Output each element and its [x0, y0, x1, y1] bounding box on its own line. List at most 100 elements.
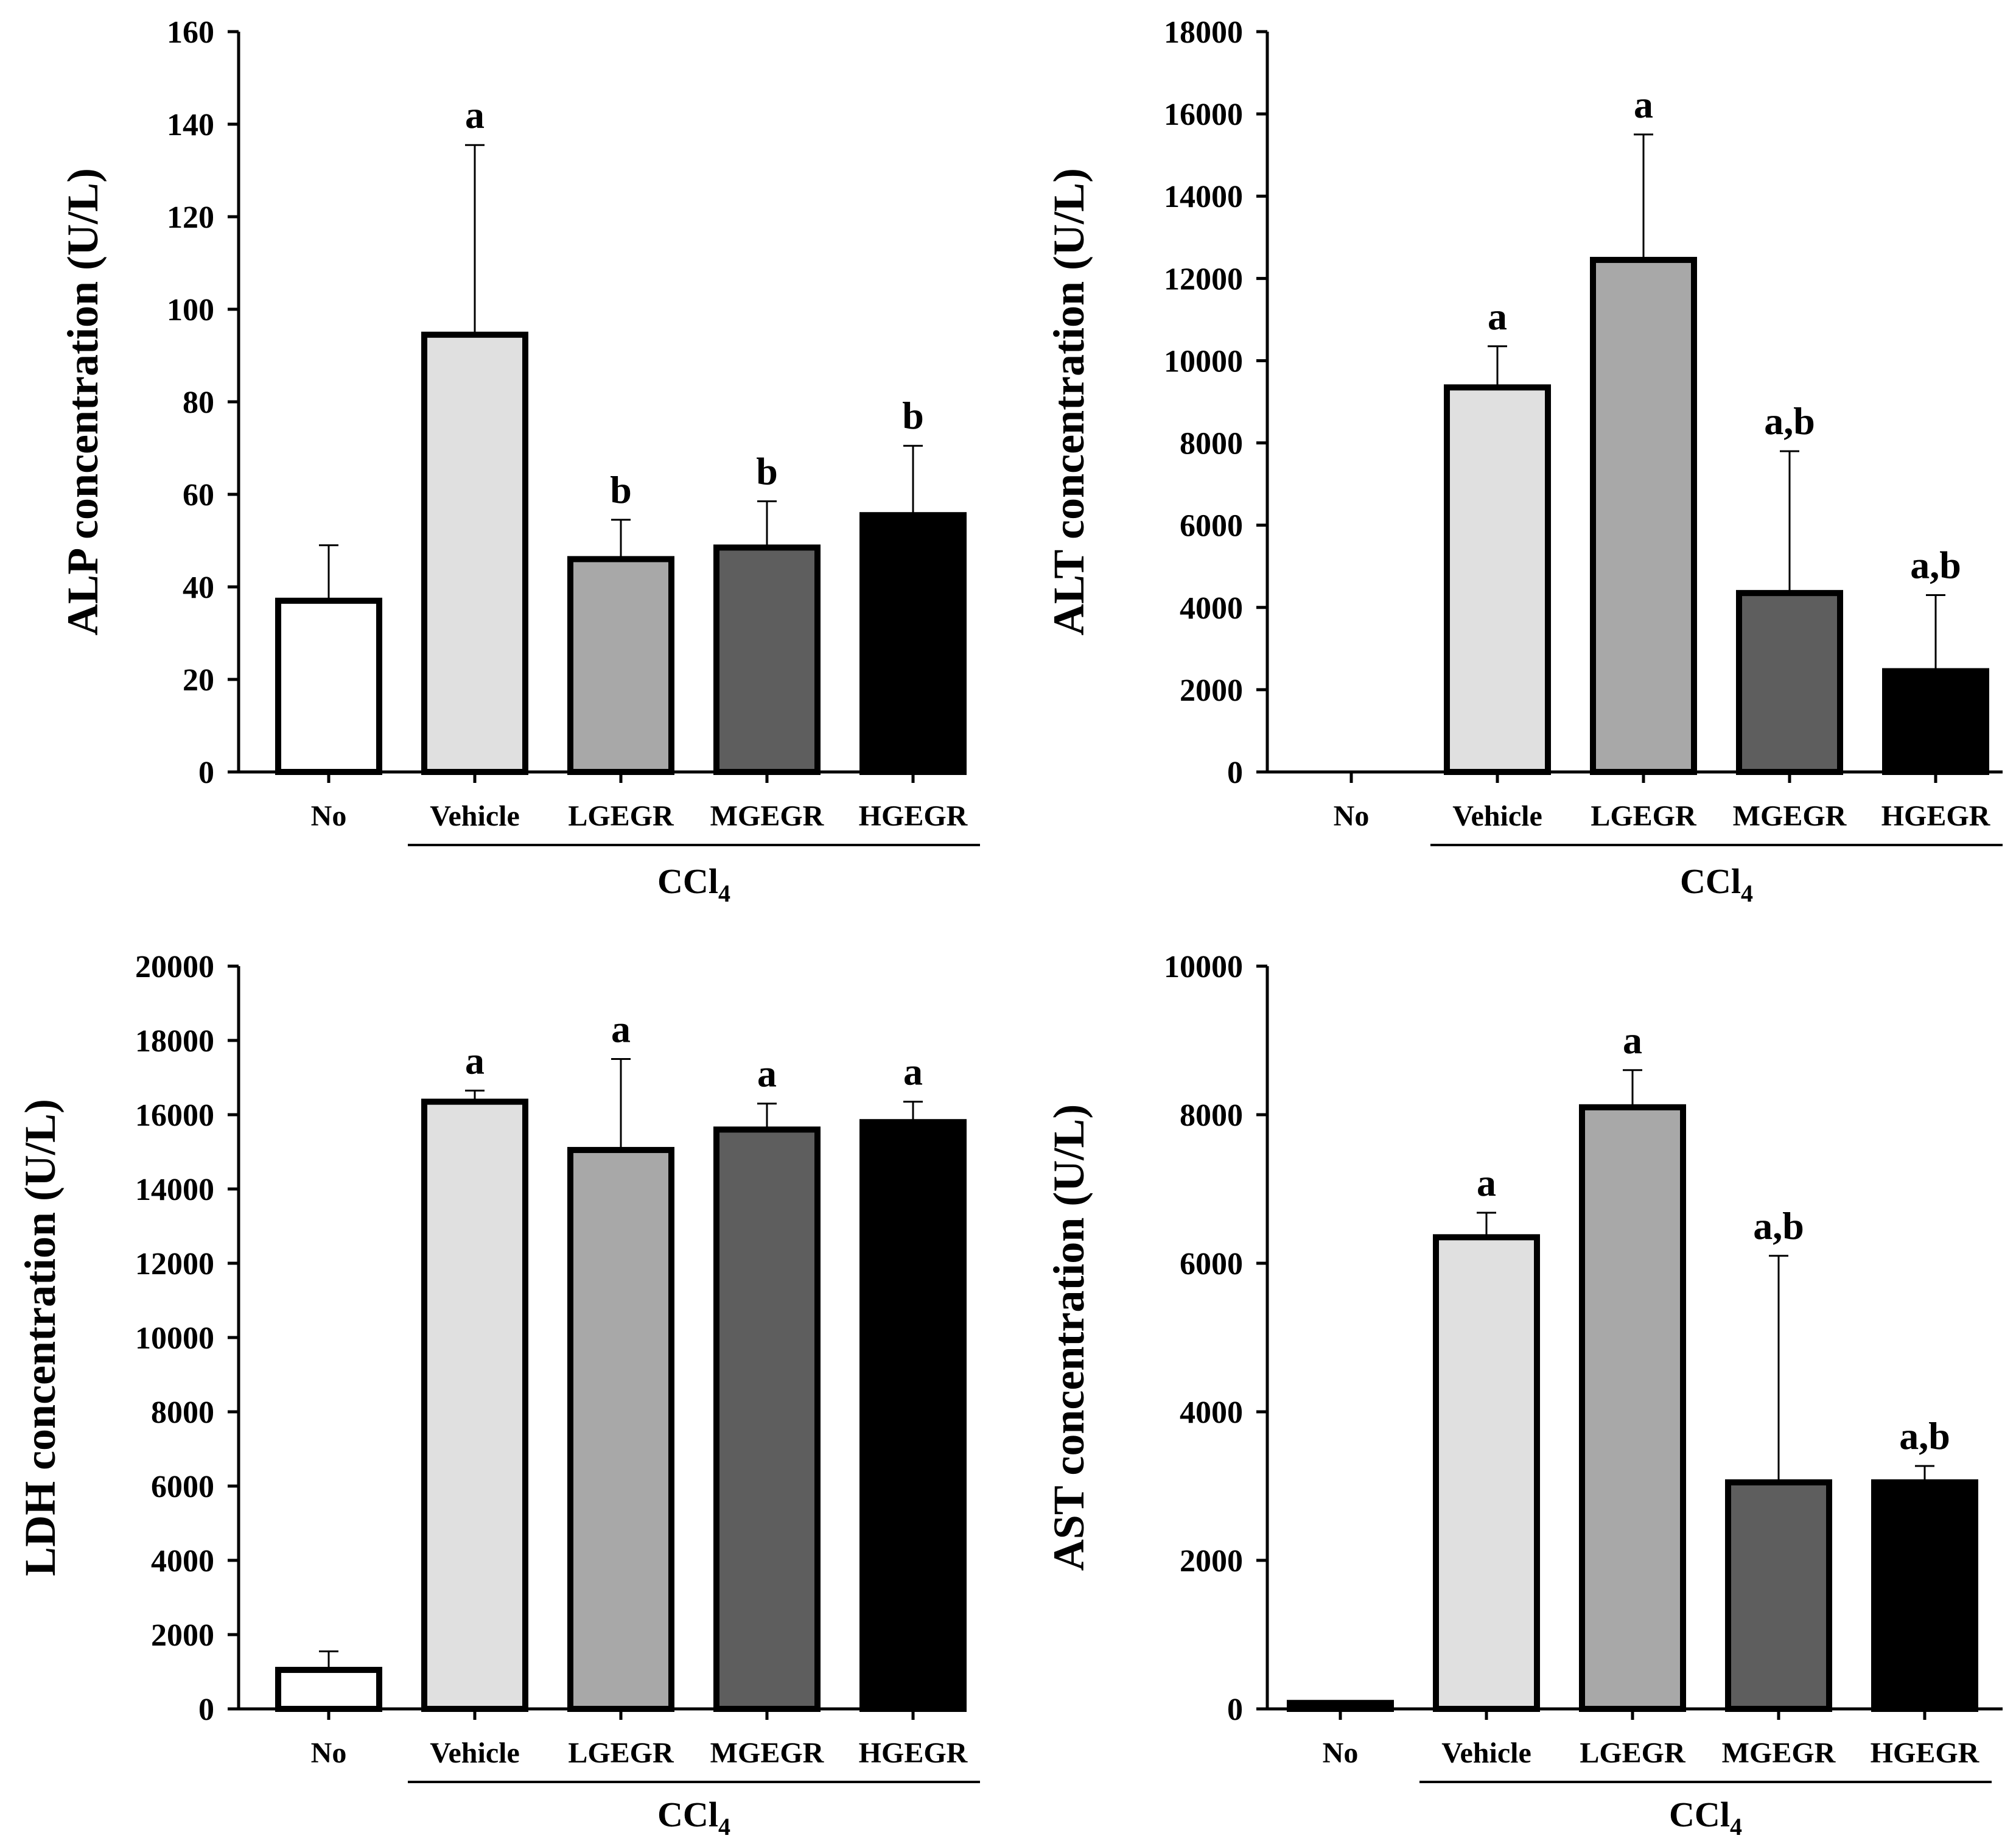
- x-category-label: HGEGR: [1871, 1737, 1980, 1769]
- y-tick-label: 16000: [1164, 97, 1243, 132]
- y-tick-label: 20000: [135, 950, 214, 984]
- y-tick-label: 16000: [135, 1098, 214, 1133]
- y-tick-label: 14000: [135, 1173, 214, 1207]
- x-category-label: MGEGR: [1733, 800, 1847, 832]
- y-tick-label: 18000: [135, 1024, 214, 1059]
- x-category-label: Vehicle: [430, 1737, 520, 1769]
- y-tick-label: 2000: [1180, 673, 1243, 708]
- y-tick-label: 4000: [151, 1544, 214, 1579]
- x-category-label: No: [1334, 800, 1370, 832]
- bar-vehicle: [1433, 1234, 1540, 1713]
- y-tick-label: 0: [1227, 1692, 1243, 1727]
- y-tick-label: 8000: [1180, 1098, 1243, 1133]
- bar-lgegr: [567, 1146, 674, 1712]
- x-category-label: Vehicle: [1452, 800, 1542, 832]
- chart-panel-4: 0 2000 4000 6000 8000 10000 AST concentration …: [1045, 950, 2003, 1840]
- group-label: CCl4: [657, 861, 730, 907]
- x-category-label: No: [1323, 1737, 1359, 1769]
- bar-mgegr: [1725, 1479, 1832, 1712]
- x-category-label: LGEGR: [568, 800, 674, 832]
- significance-label: a: [1634, 83, 1653, 126]
- y-tick-label: 140: [167, 108, 214, 142]
- y-tick-label: 60: [183, 478, 214, 513]
- y-tick-label: 0: [1227, 756, 1243, 790]
- x-category-label: MGEGR: [710, 800, 825, 832]
- chart-panel-3: 0 2000 4000 6000 8000 10000 12000 14000 16000 180…: [16, 950, 980, 1840]
- bar-vehicle: [1444, 384, 1551, 775]
- y-tick-label: 40: [183, 570, 214, 605]
- y-tick-label: 120: [167, 200, 214, 235]
- bar-lgegr: [567, 556, 674, 776]
- bar-vehicle: [421, 1098, 528, 1712]
- significance-label: b: [902, 394, 924, 437]
- y-tick-label: 2000: [151, 1618, 214, 1653]
- y-tick-label: 8000: [151, 1395, 214, 1430]
- y-tick-label: 12000: [135, 1247, 214, 1282]
- significance-label: a,b: [1910, 544, 1961, 587]
- x-category-label: Vehicle: [430, 800, 520, 832]
- bar-hgegr: [1882, 668, 1989, 775]
- bar-lgegr: [1590, 256, 1697, 775]
- bar-mgegr: [713, 1126, 821, 1712]
- y-tick-label: 10000: [135, 1321, 214, 1356]
- x-category-label: No: [311, 1737, 347, 1769]
- x-category-label: MGEGR: [1722, 1737, 1836, 1769]
- x-category-label: LGEGR: [1580, 1737, 1686, 1769]
- significance-label: a: [465, 93, 485, 136]
- bar-lgegr: [1579, 1104, 1686, 1713]
- significance-label: a: [1623, 1019, 1642, 1062]
- y-tick-label: 6000: [1180, 1247, 1243, 1282]
- group-label: CCl4: [1680, 861, 1753, 907]
- bar-no: [275, 1666, 382, 1712]
- x-category-label: HGEGR: [859, 800, 968, 832]
- group-label: CCl4: [657, 1795, 730, 1840]
- bar-hgegr: [1871, 1479, 1978, 1712]
- y-tick-label: 14000: [1164, 180, 1243, 214]
- x-category-label: MGEGR: [710, 1737, 825, 1769]
- y-axis-title: ALT concentration (U/L): [1045, 168, 1093, 636]
- significance-label: b: [756, 449, 778, 493]
- y-tick-label: 20: [183, 663, 214, 698]
- bar-vehicle: [421, 331, 528, 775]
- y-tick-label: 80: [183, 385, 214, 420]
- significance-label: a,b: [1899, 1414, 1950, 1457]
- chart-panel-1: 0 20 40 60 80 100 120 140 160 ALP concentration (…: [58, 15, 980, 907]
- significance-label: a: [611, 1008, 631, 1051]
- x-category-label: HGEGR: [1881, 800, 1991, 832]
- y-axis-title: LDH concentration (U/L): [16, 1099, 65, 1576]
- y-tick-label: 160: [167, 15, 214, 50]
- significance-label: a: [465, 1039, 485, 1082]
- y-tick-label: 2000: [1180, 1544, 1243, 1579]
- bar-hgegr: [859, 512, 967, 775]
- significance-label: a: [903, 1050, 923, 1093]
- y-tick-label: 10000: [1164, 950, 1243, 984]
- x-category-label: LGEGR: [1591, 800, 1697, 832]
- y-tick-label: 0: [198, 756, 214, 790]
- bar-mgegr: [713, 544, 821, 776]
- bar-hgegr: [859, 1119, 967, 1712]
- bar-no: [275, 597, 382, 775]
- bar-no: [1287, 1700, 1394, 1712]
- y-tick-label: 8000: [1180, 427, 1243, 461]
- x-category-label: HGEGR: [859, 1737, 968, 1769]
- significance-label: a: [757, 1052, 777, 1095]
- significance-label: a: [1477, 1161, 1496, 1204]
- significance-label: a,b: [1753, 1204, 1804, 1247]
- chart-panel-2: 0 2000 4000 6000 8000 10000 12000 14000 16000 180…: [1045, 15, 2003, 907]
- x-category-label: LGEGR: [568, 1737, 674, 1769]
- significance-label: a,b: [1764, 399, 1815, 443]
- bar-mgegr: [1736, 590, 1843, 776]
- significance-label: a: [1488, 295, 1507, 338]
- y-tick-label: 0: [198, 1692, 214, 1727]
- y-tick-label: 12000: [1164, 262, 1243, 296]
- y-tick-label: 4000: [1180, 1395, 1243, 1430]
- x-category-label: No: [311, 800, 347, 832]
- y-tick-label: 6000: [1180, 509, 1243, 544]
- y-tick-label: 18000: [1164, 15, 1243, 50]
- y-tick-label: 6000: [151, 1470, 214, 1504]
- y-tick-label: 100: [167, 293, 214, 328]
- y-tick-label: 10000: [1164, 344, 1243, 379]
- y-axis-title: ALP concentration (U/L): [58, 168, 107, 636]
- group-label: CCl4: [1669, 1795, 1742, 1840]
